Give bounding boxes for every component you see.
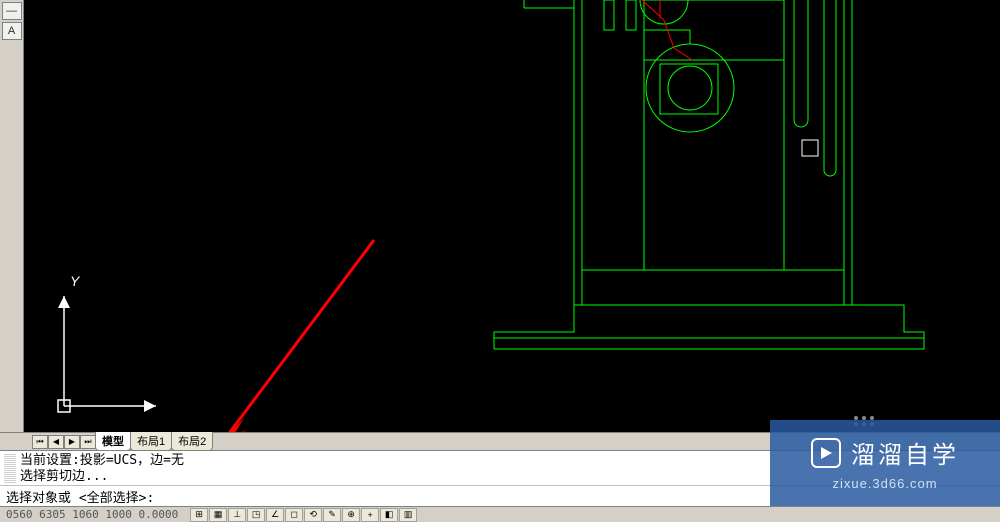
status-btn-7[interactable]: ⟲ <box>304 508 322 522</box>
watermark: 溜溜自学 zixue.3d66.com <box>770 420 1000 506</box>
status-btn-1[interactable]: ⊞ <box>190 508 208 522</box>
status-coordinates: 0560 6305 1060 1000 0.0000 <box>6 508 178 521</box>
status-btn-6[interactable]: ◻ <box>285 508 303 522</box>
tab-layout2[interactable]: 布局2 <box>171 432 213 451</box>
command-grip-icon[interactable] <box>4 453 16 483</box>
status-btn-3[interactable]: ⊥ <box>228 508 246 522</box>
status-btn-2[interactable]: ▦ <box>209 508 227 522</box>
status-btn-4[interactable]: ◳ <box>247 508 265 522</box>
tab-nav-prev[interactable]: ◀ <box>48 435 64 449</box>
tool-button-text[interactable]: A <box>2 22 22 40</box>
tab-nav-buttons: ⏮ ◀ ▶ ⏭ <box>32 435 96 449</box>
command-prompt: 选择对象或 <全部选择>: <box>6 487 154 506</box>
status-btn-5[interactable]: ∠ <box>266 508 284 522</box>
play-icon <box>811 438 841 468</box>
status-btn-12[interactable]: ▥ <box>399 508 417 522</box>
left-toolbar: — A <box>0 0 24 432</box>
watermark-url: zixue.3d66.com <box>832 476 937 491</box>
tab-nav-last[interactable]: ⏭ <box>80 435 96 449</box>
status-btn-11[interactable]: ◧ <box>380 508 398 522</box>
status-btn-9[interactable]: ⊕ <box>342 508 360 522</box>
status-btn-10[interactable]: + <box>361 508 379 522</box>
tab-nav-first[interactable]: ⏮ <box>32 435 48 449</box>
status-toggle-buttons: ⊞ ▦ ⊥ ◳ ∠ ◻ ⟲ ✎ ⊕ + ◧ ▥ <box>190 508 417 522</box>
status-bar: 0560 6305 1060 1000 0.0000 ⊞ ▦ ⊥ ◳ ∠ ◻ ⟲… <box>0 506 1000 522</box>
ucs-y-label: Y <box>70 273 81 289</box>
tab-nav-next[interactable]: ▶ <box>64 435 80 449</box>
ucs-icon: X Y <box>36 266 176 426</box>
ucs-x-label: X <box>175 399 176 415</box>
tool-button-1[interactable]: — <box>2 2 22 20</box>
watermark-title: 溜溜自学 <box>851 435 959 470</box>
tab-model[interactable]: 模型 <box>95 432 131 451</box>
tab-layout1[interactable]: 布局1 <box>130 432 172 451</box>
drawing-canvas[interactable]: X Y <box>24 0 1000 432</box>
status-btn-8[interactable]: ✎ <box>323 508 341 522</box>
